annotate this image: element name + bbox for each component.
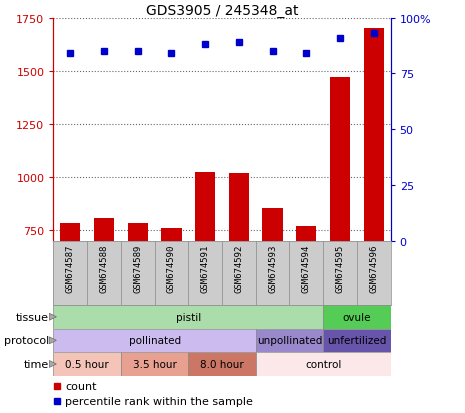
Bar: [53, 329, 256, 352]
Text: unpollinated: unpollinated: [257, 335, 322, 346]
Text: pollinated: pollinated: [128, 335, 181, 346]
Bar: [188, 352, 256, 376]
Text: GSM674593: GSM674593: [268, 244, 277, 293]
Text: GSM674594: GSM674594: [302, 244, 311, 293]
Bar: [330, 78, 350, 389]
Polygon shape: [49, 313, 56, 320]
Bar: [256, 352, 391, 376]
Text: GSM674595: GSM674595: [336, 244, 345, 293]
Polygon shape: [49, 361, 56, 368]
Text: tissue: tissue: [16, 312, 49, 322]
Bar: [53, 305, 323, 329]
Text: GSM674592: GSM674592: [234, 244, 243, 293]
Bar: [60, 224, 80, 389]
Text: control: control: [305, 359, 341, 369]
Bar: [364, 29, 384, 389]
Text: ovule: ovule: [343, 312, 371, 322]
Bar: [323, 329, 391, 352]
Polygon shape: [49, 337, 56, 344]
Bar: [195, 173, 215, 389]
Text: 0.5 hour: 0.5 hour: [65, 359, 109, 369]
Text: 3.5 hour: 3.5 hour: [133, 359, 177, 369]
Text: GSM674596: GSM674596: [369, 244, 378, 293]
Bar: [53, 352, 121, 376]
Bar: [161, 229, 181, 389]
Text: protocol: protocol: [4, 335, 49, 346]
Text: GSM674590: GSM674590: [167, 244, 176, 293]
Bar: [94, 219, 114, 389]
Bar: [262, 209, 283, 389]
Text: GSM674588: GSM674588: [100, 244, 108, 293]
Bar: [127, 223, 148, 389]
Bar: [296, 226, 316, 389]
Bar: [121, 352, 188, 376]
Text: 8.0 hour: 8.0 hour: [200, 359, 244, 369]
Text: unfertilized: unfertilized: [327, 335, 386, 346]
Text: percentile rank within the sample: percentile rank within the sample: [65, 396, 253, 406]
Bar: [229, 174, 249, 389]
Bar: [256, 329, 323, 352]
Text: pistil: pistil: [176, 312, 201, 322]
Bar: [323, 305, 391, 329]
Text: GSM674587: GSM674587: [66, 244, 75, 293]
Text: GSM674591: GSM674591: [201, 244, 210, 293]
Text: time: time: [24, 359, 49, 369]
Text: count: count: [65, 381, 97, 391]
Title: GDS3905 / 245348_at: GDS3905 / 245348_at: [146, 4, 298, 18]
Text: GSM674589: GSM674589: [133, 244, 142, 293]
